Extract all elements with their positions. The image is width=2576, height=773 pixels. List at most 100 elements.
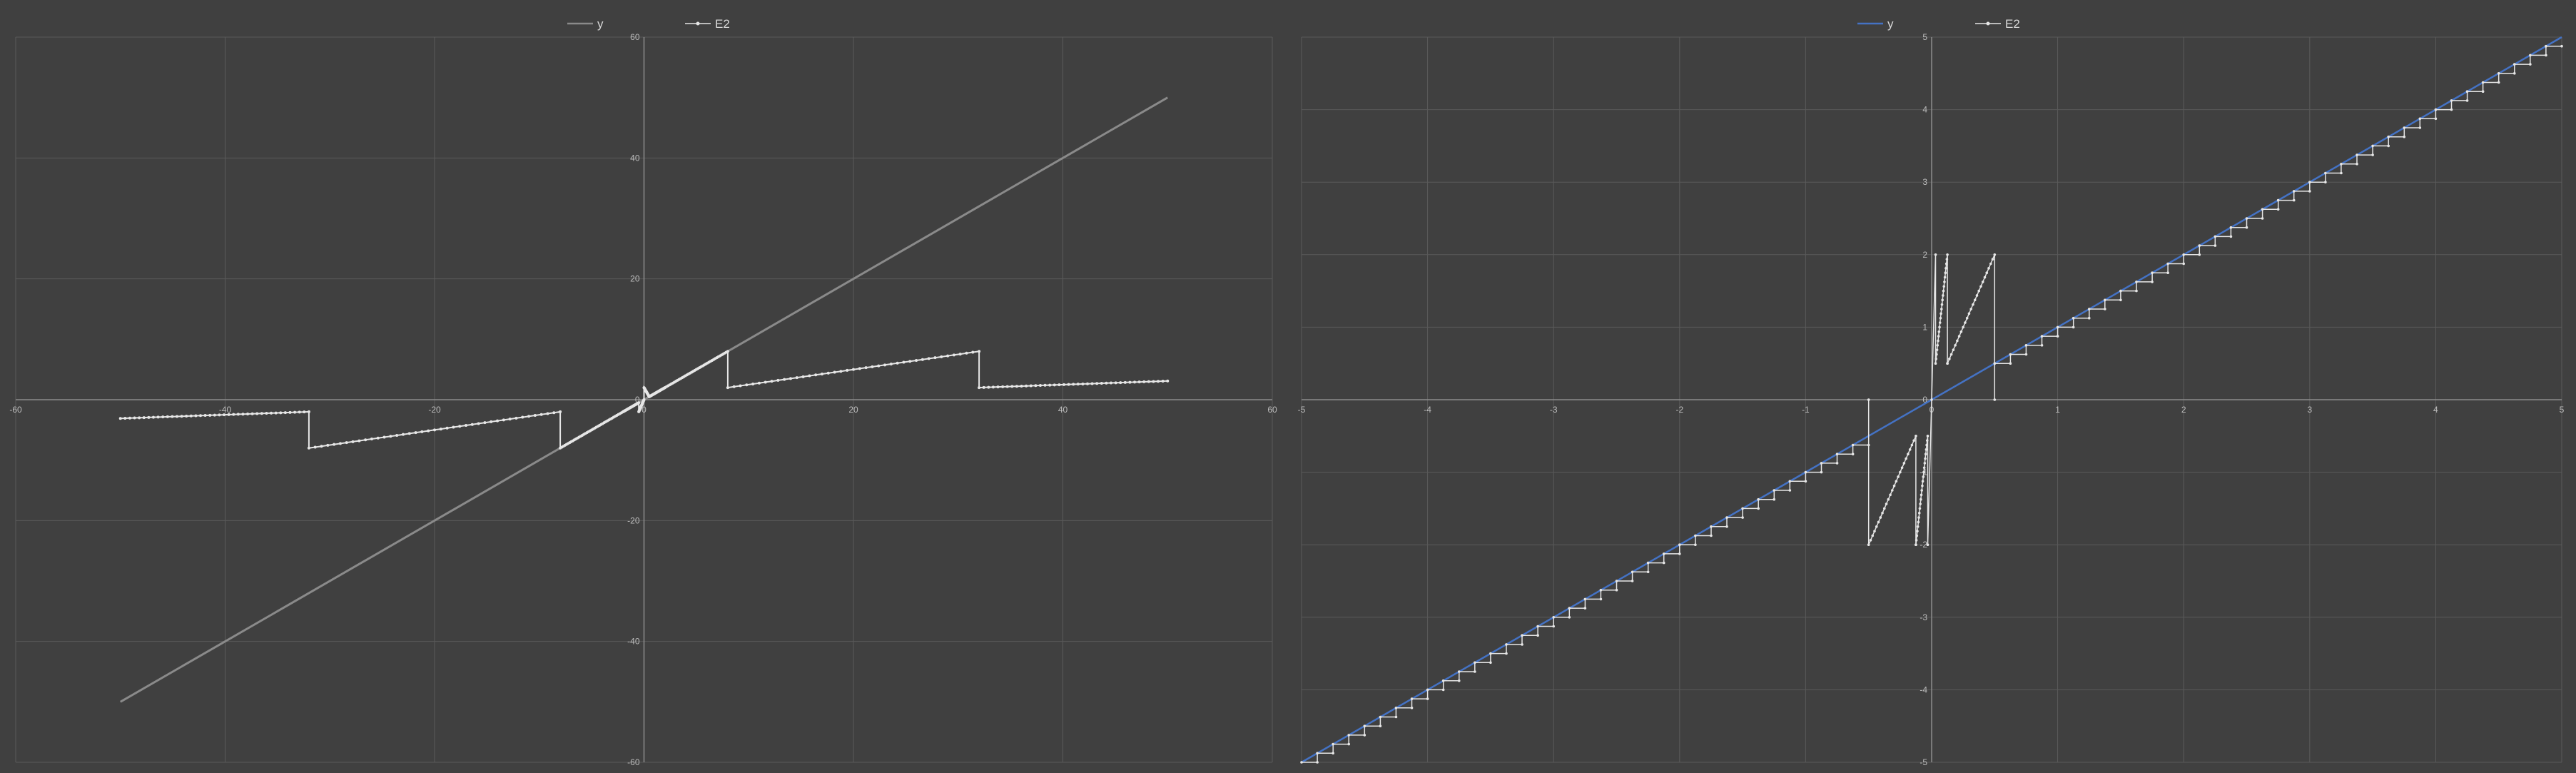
chart1-series-e2-point xyxy=(1058,383,1061,387)
chart1-y-tick-label: -60 xyxy=(627,757,640,767)
chart1-series-e2-point xyxy=(801,375,805,378)
chart-left-svg: -60 -40 -20 0 20 40 60 -60 -40 -20 0 20 40 60 y E2 xyxy=(9,17,1277,767)
chart2-series-e2-point xyxy=(1410,697,1414,700)
chart2-series-e2-point xyxy=(1441,688,1445,692)
chart1-series-e2-point xyxy=(1081,382,1085,385)
chart2-series-e2-point xyxy=(1347,734,1351,737)
chart2-series-e2-point xyxy=(1916,530,1919,532)
chart1-series-e2-point xyxy=(1152,380,1155,383)
chart1-series-e2-point xyxy=(996,385,1000,389)
chart2-series-e2-point xyxy=(1583,607,1587,610)
chart2-series-e2-point xyxy=(1942,285,1946,288)
chart2-series-e2-point xyxy=(1710,525,1713,528)
chart2-series-e2-point xyxy=(1972,303,1974,306)
chart1-series-e2-point xyxy=(770,380,774,383)
chart2-series-e2-point xyxy=(1920,489,1924,492)
chart2-series-e2-point xyxy=(1935,353,1938,356)
chart1-series-e2-point xyxy=(852,368,855,371)
chart2-series-e2-point xyxy=(1942,289,1945,293)
chart2-x-tick-label: -5 xyxy=(1298,405,1306,415)
chart1-series-e2-point xyxy=(1110,381,1113,385)
chart2-series-e2-point xyxy=(1934,253,1937,256)
chart2-series-e2-point xyxy=(1910,443,1914,447)
chart2-series-e2-point xyxy=(1757,497,1760,501)
chart2-series-e2-point xyxy=(2465,99,2469,102)
chart1-series-e2-point xyxy=(521,415,524,419)
chart2-series-e2-point xyxy=(1900,466,1904,470)
chart1-series-e2-point xyxy=(338,442,342,445)
chart1-series-e2-point xyxy=(370,438,373,441)
chart2-series-e2-point xyxy=(2104,308,2106,310)
chart2-series-e2-point xyxy=(1957,335,1961,338)
chart2-series-e2-point xyxy=(2024,353,2028,356)
chart2-series-e2-point xyxy=(2135,289,2138,293)
chart1-x-tick-label: 60 xyxy=(1267,405,1277,415)
chart1-series-e2-point xyxy=(1015,385,1018,388)
chart2-series-e2-point xyxy=(1944,262,1948,266)
chart1-x-tick-label: -60 xyxy=(9,405,22,415)
chart2-series-e2-point xyxy=(1987,267,1990,270)
chart2-series-e2-point xyxy=(2481,81,2485,84)
chart2-y-tick-label: -2 xyxy=(1920,540,1927,550)
chart2-series-e2-point xyxy=(2135,281,2138,283)
chart1-series-e2-point xyxy=(477,422,480,425)
chart2-series-e2-point xyxy=(2229,226,2233,229)
chart1-x-tick-label: 40 xyxy=(1058,405,1068,415)
chart1-series-e2-point xyxy=(1085,382,1089,385)
chart2-series-e2-point xyxy=(2481,90,2485,93)
chart1-x-tick-label: -20 xyxy=(428,405,441,415)
chart2-series-e2-point xyxy=(1316,761,1319,764)
chart2-series-e2-point xyxy=(1934,358,1938,360)
chart1-series-e2-point xyxy=(987,385,990,389)
chart2-x-tick-label: 5 xyxy=(2560,405,2565,415)
chart1-series-e2-point xyxy=(1034,384,1038,388)
chart2-series-e2-point xyxy=(1599,588,1603,592)
chart1-series-e2-point xyxy=(1147,380,1150,383)
chart2-series-e2-point xyxy=(1907,453,1910,455)
chart2-series-e2-point xyxy=(1882,507,1886,510)
chart2-series-e2-point xyxy=(1948,358,1951,360)
chart2-series-e2-point xyxy=(1426,697,1429,700)
chart2-series-e2-point xyxy=(2403,126,2406,129)
chart1-series-e2-point xyxy=(978,350,981,353)
chart2-series-e2-point xyxy=(1941,298,1944,302)
chart2-series-e2-point xyxy=(1773,497,1776,501)
chart1-series-e2-point xyxy=(1020,384,1023,388)
chart1-series-e2-point xyxy=(138,416,141,420)
chart1-series-e2-point xyxy=(185,414,188,418)
chart2-series-e2-point xyxy=(2119,298,2122,302)
chart1-series-e2-point xyxy=(1105,381,1108,385)
chart2-series-e2-point xyxy=(1905,457,1907,460)
chart2-series-e2-point xyxy=(1887,497,1890,501)
chart2-series-e2-point xyxy=(1915,543,1917,546)
chart1-series-e2-point xyxy=(1010,385,1014,388)
chart1-series-e2-point xyxy=(364,438,367,442)
chart1-series-e2-point xyxy=(407,432,411,435)
chart1-series-e2-point xyxy=(514,416,518,420)
chart1-series-e2-point xyxy=(133,416,136,420)
chart1-series-e2-point xyxy=(483,421,487,425)
chart1-series-e2-point xyxy=(270,411,273,415)
chart2-series-e2-point xyxy=(1394,715,1398,719)
chart2-series-e2-point xyxy=(1521,634,1523,637)
chart2-series-e2-point xyxy=(2497,72,2500,75)
chart1-series-e2-point xyxy=(376,436,380,440)
chart1-series-e2-point xyxy=(927,357,930,360)
chart2-series-e2-point xyxy=(1316,752,1319,755)
chart2-series-e2-point xyxy=(1725,516,1728,519)
chart2-legend-e2-label: E2 xyxy=(2005,17,2020,31)
chart2-series-e2-point xyxy=(1993,362,1997,365)
chart2-series-e2-point xyxy=(2119,289,2122,293)
chart2-series-e2-point xyxy=(2529,63,2532,66)
chart1-series-e2-point xyxy=(642,398,646,401)
chart2-series-e2-point xyxy=(2434,117,2438,121)
chart1-series-e2-point xyxy=(726,350,729,353)
chart2-series-e2-point xyxy=(1662,552,1665,555)
chart1-series-e2-point xyxy=(877,364,881,368)
chart2-series-e2-point xyxy=(1889,493,1892,497)
chart2-series-e2-point xyxy=(1851,453,1855,455)
chart2-series-e2-point xyxy=(2245,217,2248,220)
chart1-series-e2-point xyxy=(732,385,736,388)
chart2-series-e2-point xyxy=(2182,262,2185,266)
